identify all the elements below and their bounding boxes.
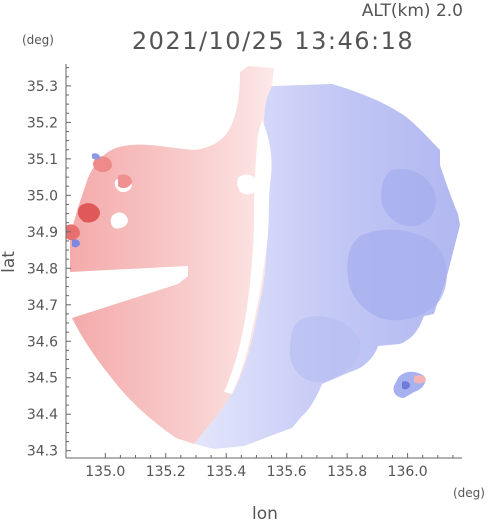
plot-frame (65, 64, 462, 459)
y-tick-label: 34.9 (27, 225, 58, 241)
y-tick-label: 35.0 (27, 188, 58, 204)
datetime-title: 2021/10/25 13:46:18 (132, 27, 414, 55)
y-tick-label: 34.7 (27, 298, 58, 314)
receding-region (70, 66, 274, 444)
y-tick-label: 34.4 (27, 407, 58, 423)
y-tick-label: 34.8 (27, 261, 58, 277)
y-axis-title: lat (0, 251, 19, 273)
y-tick-label: 35.2 (27, 115, 58, 131)
isolated-echo-receding (414, 375, 426, 384)
y-tick-label: 35.1 (27, 152, 58, 168)
y-tick-label: 34.3 (27, 444, 58, 460)
strong-approaching-area (347, 229, 447, 321)
y-tick-label: 34.5 (27, 371, 58, 387)
x-axis-title: lon (252, 504, 278, 521)
x-tick-label: 135.0 (85, 464, 125, 480)
y-axis-ticks: 35.3 35.2 35.1 35.0 34.9 34.8 34.7 34.6 34.5 34.4… (27, 67, 71, 460)
strong-receding-spot-3 (93, 156, 112, 173)
y-tick-label: 35.3 (27, 79, 58, 95)
approaching-area-2 (381, 168, 436, 227)
approaching-area-3 (290, 316, 361, 383)
y-tick-label: 34.6 (27, 334, 58, 350)
x-tick-label: 136.0 (388, 464, 428, 480)
x-tick-label: 135.6 (267, 464, 307, 480)
altitude-label: ALT(km) 2.0 (362, 1, 463, 21)
x-tick-label: 135.2 (146, 464, 186, 480)
isolated-echo-core (402, 381, 410, 390)
strong-receding-spot-2 (66, 224, 80, 241)
approaching-speck-2 (92, 153, 100, 160)
blank-cell-2 (110, 212, 128, 229)
blank-cell-1 (237, 174, 259, 195)
y-unit-label: (deg) (22, 33, 54, 47)
x-tick-label: 135.8 (327, 464, 367, 480)
x-axis-ticks: 135.0 135.2 135.4 135.6 135.8 136.0 (85, 453, 454, 480)
strong-receding-spot-1 (77, 203, 100, 223)
approaching-speck-1 (72, 239, 80, 248)
zero-velocity-band (224, 120, 272, 394)
x-unit-label: (deg) (453, 486, 485, 500)
velocity-field (66, 66, 460, 449)
strong-receding-spot-4 (118, 174, 132, 189)
x-tick-label: 135.4 (206, 464, 246, 480)
